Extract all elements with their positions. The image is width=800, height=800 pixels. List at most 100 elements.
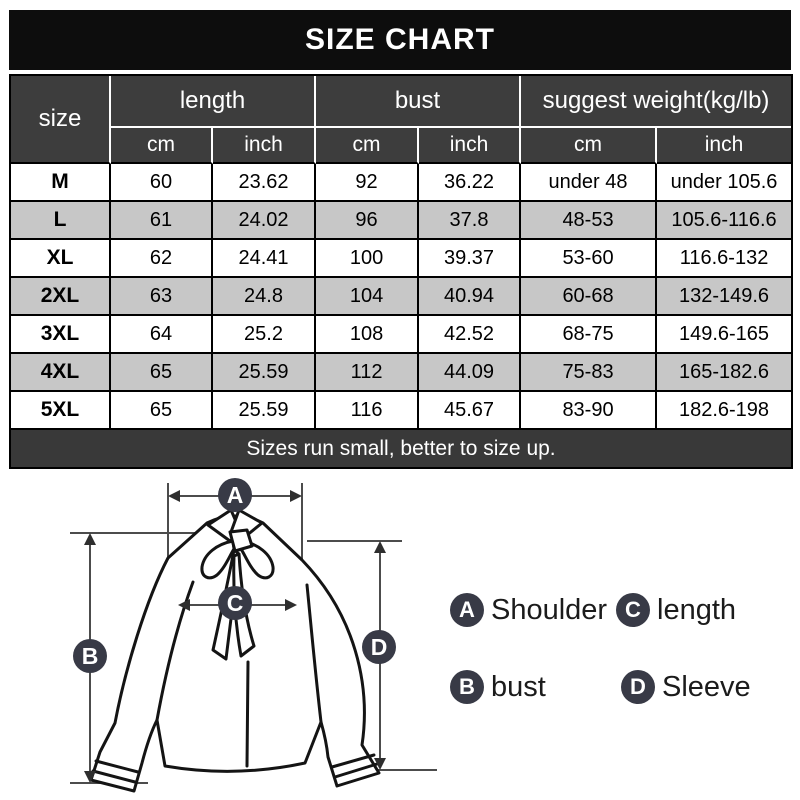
marker-a-badge: A xyxy=(218,478,252,512)
size-label-cell: M xyxy=(11,164,111,202)
value-cell: 44.09 xyxy=(419,354,522,392)
table-row: 2XL 63 24.8 104 40.94 60-68 132-149.6 xyxy=(11,278,792,316)
value-cell: 65 xyxy=(111,392,213,430)
size-chart-title-bar: SIZE CHART xyxy=(9,10,791,70)
table-row: 5XL 65 25.59 116 45.67 83-90 182.6-198 xyxy=(11,392,792,430)
measurement-diagram: A B C D xyxy=(70,478,437,793)
table-row: 3XL 64 25.2 108 42.52 68-75 149.6-165 xyxy=(11,316,792,354)
marker-d-letter: D xyxy=(371,634,388,660)
value-cell: 116.6-132 xyxy=(657,240,792,278)
value-cell: 24.8 xyxy=(213,278,317,316)
right-sleeve-seam xyxy=(305,583,323,724)
legend-d-label: Sleeve xyxy=(662,670,751,703)
table-row: XL 62 24.41 100 39.37 53-60 116.6-132 xyxy=(11,240,792,278)
value-cell: 48-53 xyxy=(521,202,658,240)
marker-c-badge: C xyxy=(218,586,252,620)
bow-knot xyxy=(228,528,254,553)
legend-b-badge: B xyxy=(450,670,484,704)
legend-item-length: C length xyxy=(616,593,736,627)
legend-b-label: bust xyxy=(491,670,546,703)
value-cell: 24.41 xyxy=(213,240,317,278)
value-cell: 36.22 xyxy=(419,164,522,202)
value-cell: 112 xyxy=(316,354,420,392)
legend-item-sleeve: D Sleeve xyxy=(621,670,751,704)
value-cell: 68-75 xyxy=(521,316,658,354)
legend-a-label: Shoulder xyxy=(491,593,608,626)
column-header-weight: suggest weight(kg/lb) xyxy=(521,76,792,128)
right-cuff-ribbing xyxy=(330,753,379,779)
value-cell: 65 xyxy=(111,354,213,392)
value-cell: under 48 xyxy=(521,164,658,202)
unit-header-weight-inch: inch xyxy=(657,128,792,164)
value-cell: 105.6-116.6 xyxy=(657,202,792,240)
legend-c-badge: C xyxy=(616,593,650,627)
value-cell: 132-149.6 xyxy=(657,278,792,316)
value-cell: 60 xyxy=(111,164,213,202)
legend-item-bust: B bust xyxy=(450,670,546,704)
left-cuff-ribbing xyxy=(91,759,140,784)
size-label-cell: 3XL xyxy=(11,316,111,354)
value-cell: 45.67 xyxy=(419,392,522,430)
bow-right-loop xyxy=(239,539,275,580)
value-cell: 25.59 xyxy=(213,354,317,392)
size-label-cell: 2XL xyxy=(11,278,111,316)
legend-c-label: length xyxy=(657,593,737,626)
value-cell: 62 xyxy=(111,240,213,278)
size-table-body: M 60 23.62 92 36.22 under 48 under 105.6 L 61 24.… xyxy=(11,164,792,430)
value-cell: 60-68 xyxy=(521,278,658,316)
value-cell: 182.6-198 xyxy=(657,392,792,430)
table-unit-header-row: cm inch cm inch cm inch xyxy=(11,128,792,164)
marker-b-badge: B xyxy=(73,639,107,673)
marker-c-letter: C xyxy=(227,590,244,616)
value-cell: 53-60 xyxy=(521,240,658,278)
blouse-drawing xyxy=(89,508,381,793)
table-row: 4XL 65 25.59 112 44.09 75-83 165-182.6 xyxy=(11,354,792,392)
note-row: Sizes run small, better to size up. xyxy=(11,430,792,467)
left-sleeve-seam xyxy=(155,580,195,722)
value-cell: 25.2 xyxy=(213,316,317,354)
bow-left-loop xyxy=(200,539,236,580)
value-cell: 75-83 xyxy=(521,354,658,392)
value-cell: 165-182.6 xyxy=(657,354,792,392)
legend-a-badge: A xyxy=(450,593,484,627)
size-note: Sizes run small, better to size up. xyxy=(11,430,792,467)
unit-header-bust-cm: cm xyxy=(316,128,420,164)
marker-a-letter: A xyxy=(227,482,244,508)
legend-item-shoulder: A Shoulder xyxy=(450,593,607,627)
size-label-cell: L xyxy=(11,202,111,240)
value-cell: 25.59 xyxy=(213,392,317,430)
value-cell: 42.52 xyxy=(419,316,522,354)
table-group-header-row: size length bust suggest weight(kg/lb) xyxy=(11,76,792,164)
value-cell: 24.02 xyxy=(213,202,317,240)
value-cell: under 105.6 xyxy=(657,164,792,202)
unit-header-length-inch: inch xyxy=(213,128,317,164)
size-label-cell: XL xyxy=(11,240,111,278)
value-cell: 23.62 xyxy=(213,164,317,202)
value-cell: 149.6-165 xyxy=(657,316,792,354)
unit-header-bust-inch: inch xyxy=(419,128,522,164)
value-cell: 37.8 xyxy=(419,202,522,240)
button-placket xyxy=(245,660,250,768)
value-cell: 96 xyxy=(316,202,420,240)
legend-d-badge: D xyxy=(621,670,655,704)
value-cell: 40.94 xyxy=(419,278,522,316)
table-row: L 61 24.02 96 37.8 48-53 105.6-116.6 xyxy=(11,202,792,240)
value-cell: 64 xyxy=(111,316,213,354)
size-label-cell: 5XL xyxy=(11,392,111,430)
column-header-size: size xyxy=(11,76,111,164)
value-cell: 83-90 xyxy=(521,392,658,430)
marker-b-letter: B xyxy=(82,643,99,669)
value-cell: 61 xyxy=(111,202,213,240)
column-header-length: length xyxy=(111,76,317,128)
value-cell: 100 xyxy=(316,240,420,278)
marker-d-badge: D xyxy=(362,630,396,664)
unit-header-weight-cm: cm xyxy=(521,128,658,164)
value-cell: 116 xyxy=(316,392,420,430)
value-cell: 92 xyxy=(316,164,420,202)
table-row: M 60 23.62 92 36.22 under 48 under 105.6 xyxy=(11,164,792,202)
size-label-cell: 4XL xyxy=(11,354,111,392)
page-title: SIZE CHART xyxy=(305,23,495,56)
value-cell: 39.37 xyxy=(419,240,522,278)
value-cell: 63 xyxy=(111,278,213,316)
unit-header-length-cm: cm xyxy=(111,128,213,164)
